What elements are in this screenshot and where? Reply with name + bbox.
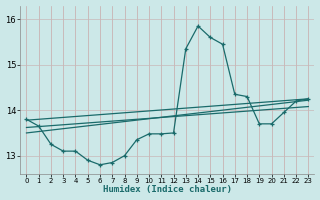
X-axis label: Humidex (Indice chaleur): Humidex (Indice chaleur) [103, 185, 232, 194]
